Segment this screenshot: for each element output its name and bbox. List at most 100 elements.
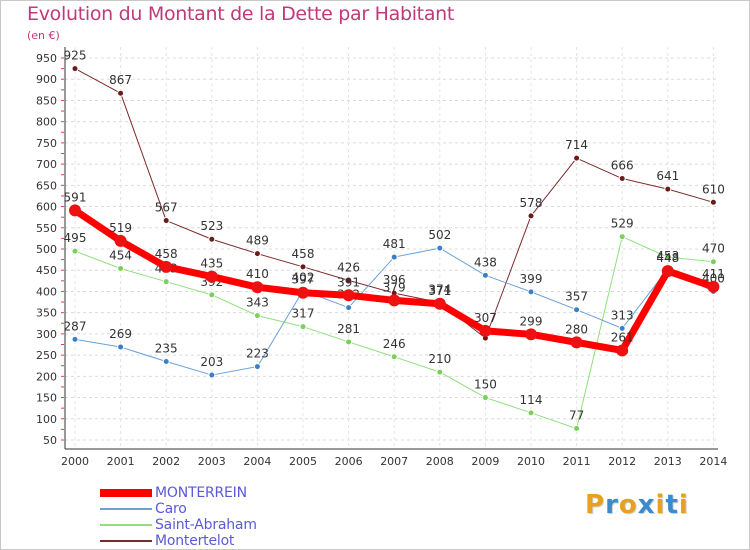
data-label: 391 [337,275,360,289]
data-point [299,263,307,271]
data-label: 374 [428,282,451,296]
data-label: 379 [383,280,406,294]
data-label: 867 [109,73,132,87]
data-point [527,288,535,296]
data-point [71,335,79,343]
chart-unit: (en €) [27,29,60,42]
data-point [573,425,581,433]
data-point [390,353,398,361]
y-tick-label: 50 [43,434,57,447]
x-tick-label: 2003 [198,455,226,468]
data-label: 426 [337,260,360,274]
data-label: 203 [200,355,223,369]
data-label: 666 [611,159,634,173]
data-point [527,409,535,417]
data-point [527,212,535,220]
data-point [618,175,626,183]
data-label: 567 [155,201,178,215]
proxiti-logo: Proxiti [585,490,689,520]
data-label: 410 [246,267,269,281]
data-point [618,233,626,241]
data-point [345,304,353,312]
data-point [162,278,170,286]
legend-label: MONTERREIN [155,485,247,501]
data-label: 396 [383,273,406,287]
data-label: 246 [383,337,406,351]
data-label: 470 [702,242,725,256]
data-label: 578 [520,196,543,210]
data-label: 925 [64,49,87,63]
data-point [162,357,170,365]
data-label: 714 [565,138,588,152]
y-tick-label: 750 [36,137,57,150]
x-tick-label: 2001 [107,455,135,468]
data-label: 343 [246,296,269,310]
y-tick-label: 650 [36,179,57,192]
data-label: 523 [200,219,223,233]
data-point [208,235,216,243]
data-label: 223 [246,347,269,361]
data-point [707,280,720,293]
y-tick-label: 100 [36,413,57,426]
data-point [208,291,216,299]
data-point [436,244,444,252]
data-point [390,253,398,261]
data-point [345,338,353,346]
data-label: 307 [474,311,497,325]
data-label: 458 [155,247,178,261]
y-tick-label: 450 [36,264,57,277]
data-point [616,344,629,357]
data-label: 313 [611,308,634,322]
logo-letter: i [678,490,689,520]
data-label: 495 [64,231,87,245]
data-point [251,281,264,294]
y-tick-label: 900 [36,73,57,86]
data-point [253,312,261,320]
data-point [388,294,401,307]
legend-swatch [100,524,152,526]
legend-label: Saint-Abraham [155,517,257,533]
data-label: 281 [337,322,360,336]
y-tick-label: 850 [36,94,57,107]
data-label: 591 [64,190,87,204]
y-tick-label: 300 [36,328,57,341]
y-tick-label: 950 [36,52,57,65]
data-point [573,306,581,314]
data-point [71,65,79,73]
data-label: 438 [474,255,497,269]
data-label: 114 [520,393,543,407]
x-tick-label: 2002 [152,455,180,468]
x-tick-label: 2010 [517,455,545,468]
data-label: 458 [292,247,315,261]
x-tick-label: 2012 [608,455,636,468]
legend-label: Caro [155,501,187,517]
data-label: 317 [292,307,315,321]
data-point [479,324,492,337]
data-point [117,89,125,97]
data-point [664,253,672,261]
data-label: 402 [292,271,315,285]
x-tick-label: 2008 [426,455,454,468]
x-tick-label: 2000 [61,455,89,468]
data-label: 411 [702,267,725,281]
x-tick-label: 2006 [335,455,363,468]
data-label: 150 [474,378,497,392]
y-tick-label: 200 [36,370,57,383]
data-label: 210 [428,352,451,366]
data-point [481,394,489,402]
data-label: 280 [565,322,588,336]
data-label: 269 [109,327,132,341]
y-tick-label: 700 [36,158,57,171]
legend-swatch [100,508,152,510]
data-point [297,286,309,299]
data-point [114,234,127,247]
data-point [436,368,444,376]
logo-letter: r [605,490,619,520]
data-label: 489 [246,234,269,248]
logo-letter: i [655,490,666,520]
y-tick-label: 600 [36,201,57,214]
data-point [205,270,218,283]
data-label: 502 [428,228,451,242]
data-label: 481 [383,237,406,251]
x-tick-label: 2011 [563,455,591,468]
